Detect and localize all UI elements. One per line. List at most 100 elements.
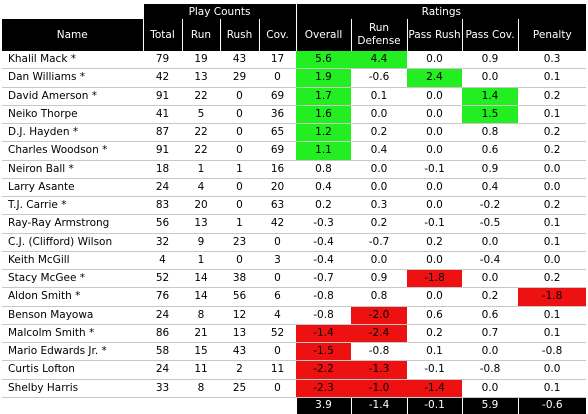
table-row[interactable]: David Amerson * 91 22 0 69 1.7 0.1 0.0 1.4 0.2	[2, 87, 587, 106]
col-header-pass-cov[interactable]: Pass Cov.	[461, 19, 519, 51]
pass-cov-rating: 0.0	[462, 233, 519, 252]
penalty-rating: 0.2	[518, 123, 587, 143]
total-count: 79	[143, 51, 182, 70]
cov-count: 0	[259, 68, 297, 88]
table-row[interactable]: Charles Woodson * 91 22 0 69 1.1 0.4 0.0 0.6 0.2	[2, 141, 587, 161]
penalty-rating: -0.8	[518, 342, 587, 362]
penalty-rating: 0.2	[518, 196, 587, 216]
total-count: 24	[143, 360, 182, 380]
pass-rush-rating: -0.1	[407, 160, 463, 179]
table-row[interactable]: Keith McGill 4 1 0 3 -0.4 0.0 0.0 -0.4 0.0	[2, 251, 587, 271]
overall-rating: -0.8	[296, 306, 352, 325]
run-count: 8	[182, 379, 220, 398]
table-row[interactable]: Khalil Mack * 79 19 43 17 5.6 4.4 0.0 0.9 0.3	[2, 51, 587, 70]
totals-blank-cell	[143, 397, 182, 414]
pass-rush-rating: -1.4	[407, 379, 463, 398]
run-count: 13	[182, 68, 220, 88]
table-row[interactable]: Dan Williams * 42 13 29 0 1.9 -0.6 2.4 0.0 0.1	[2, 68, 587, 88]
cov-count: 4	[259, 306, 297, 325]
rush-count: 43	[220, 51, 259, 70]
table-row[interactable]: Neiko Thorpe 41 5 0 36 1.6 0.0 0.0 1.5 0.1	[2, 105, 587, 125]
rush-count: 56	[220, 287, 259, 307]
run-count: 9	[182, 233, 220, 252]
overall-rating: 0.2	[296, 196, 352, 216]
col-header-run-defense[interactable]: Run Defense	[350, 19, 408, 51]
total-count: 56	[143, 214, 182, 234]
col-header-cov[interactable]: Cov.	[258, 19, 297, 51]
total-penalty: -0.6	[517, 397, 587, 414]
pass-cov-rating: 0.9	[462, 51, 519, 70]
cov-count: 0	[259, 269, 297, 289]
overall-rating: -2.2	[296, 360, 352, 380]
rush-count: 43	[220, 342, 259, 362]
run-count: 19	[182, 51, 220, 70]
table-row[interactable]: Stacy McGee * 52 14 38 0 -0.7 0.9 -1.8 0.0 0.2	[2, 269, 587, 289]
run-count: 22	[182, 87, 220, 106]
col-header-pass-rush[interactable]: Pass Rush	[406, 19, 463, 51]
cov-count: 42	[259, 214, 297, 234]
rush-count: 23	[220, 233, 259, 252]
totals-blank-cell	[182, 397, 220, 414]
table-row[interactable]: C.J. (Clifford) Wilson 32 9 23 0 -0.4 -0.7 0.2 0…	[2, 233, 587, 252]
col-header-penalty[interactable]: Penalty	[517, 19, 587, 51]
overall-rating: 1.6	[296, 105, 352, 125]
run-count: 14	[182, 269, 220, 289]
penalty-rating: 0.1	[518, 379, 587, 398]
total-count: 91	[143, 141, 182, 161]
col-header-overall[interactable]: Overall	[295, 19, 352, 51]
run-count: 13	[182, 214, 220, 234]
col-header-name[interactable]: Name	[2, 19, 143, 51]
rush-count: 0	[220, 123, 259, 143]
total-count: 32	[143, 233, 182, 252]
table-row[interactable]: Curtis Lofton 24 11 2 11 -2.2 -1.3 -0.1 -0.8 0.0	[2, 360, 587, 380]
player-name: Dan Williams *	[2, 68, 143, 88]
col-header-total[interactable]: Total	[142, 19, 182, 51]
player-name: David Amerson *	[2, 87, 143, 106]
rush-count: 0	[220, 87, 259, 106]
table-row[interactable]: Neiron Ball * 18 1 1 16 0.8 0.0 -0.1 0.9 0.0	[2, 160, 587, 179]
player-name: Keith McGill	[2, 251, 143, 271]
rush-count: 2	[220, 360, 259, 380]
pass-rush-rating: -0.1	[407, 214, 463, 234]
table-row[interactable]: Aldon Smith * 76 14 56 6 -0.8 0.8 0.0 0.2 -1.8	[2, 287, 587, 307]
col-header-run[interactable]: Run	[181, 19, 220, 51]
col-header-rush[interactable]: Rush	[219, 19, 259, 51]
rush-count: 0	[220, 178, 259, 198]
overall-rating: 1.1	[296, 141, 352, 161]
table-row[interactable]: Shelby Harris 33 8 25 0 -2.3 -1.0 -1.4 0.0 0.1	[2, 379, 587, 398]
run-defense-rating: 0.2	[351, 123, 408, 143]
pass-cov-rating: 0.7	[462, 324, 519, 344]
player-name: Stacy McGee *	[2, 269, 143, 289]
rush-count: 1	[220, 214, 259, 234]
table-row[interactable]: Benson Mayowa 24 8 12 4 -0.8 -2.0 0.6 0.6 0.1	[2, 306, 587, 325]
table-row[interactable]: D.J. Hayden * 87 22 0 65 1.2 0.2 0.0 0.8 0.2	[2, 123, 587, 143]
pass-cov-rating: 0.0	[462, 379, 519, 398]
total-count: 76	[143, 287, 182, 307]
cov-count: 17	[259, 51, 297, 70]
total-count: 4	[143, 251, 182, 271]
table-row[interactable]: Malcolm Smith * 86 21 13 52 -1.4 -2.4 0.2 0.7 0.1	[2, 324, 587, 344]
table-row[interactable]: Mario Edwards Jr. * 58 15 43 0 -1.5 -0.8 0.1 0.0…	[2, 342, 587, 362]
run-defense-rating: 0.4	[351, 141, 408, 161]
cov-count: 69	[259, 141, 297, 161]
player-name: C.J. (Clifford) Wilson	[2, 233, 143, 252]
run-defense-rating: 0.0	[351, 105, 408, 125]
totals-row: 3.9 -1.4 -0.1 5.9 -0.6	[2, 397, 587, 414]
table-row[interactable]: Larry Asante 24 4 0 20 0.4 0.0 0.0 0.4 0.0	[2, 178, 587, 198]
penalty-rating: 0.1	[518, 324, 587, 344]
pass-cov-rating: 1.5	[462, 105, 519, 125]
pass-rush-rating: -1.8	[407, 269, 463, 289]
run-defense-rating: 0.0	[351, 160, 408, 179]
overall-rating: 0.4	[296, 178, 352, 198]
cov-count: 3	[259, 251, 297, 271]
total-count: 24	[143, 178, 182, 198]
player-name: Malcolm Smith *	[2, 324, 143, 344]
cov-count: 63	[259, 196, 297, 216]
player-name: Neiron Ball *	[2, 160, 143, 179]
table-row[interactable]: Ray-Ray Armstrong 56 13 1 42 -0.3 0.2 -0.1 -0.5 0…	[2, 214, 587, 234]
totals-blank-cell	[220, 397, 259, 414]
table-row[interactable]: T.J. Carrie * 83 20 0 63 0.2 0.3 0.0 -0.2 0.2	[2, 196, 587, 216]
overall-rating: 1.7	[296, 87, 352, 106]
player-name: Mario Edwards Jr. *	[2, 342, 143, 362]
